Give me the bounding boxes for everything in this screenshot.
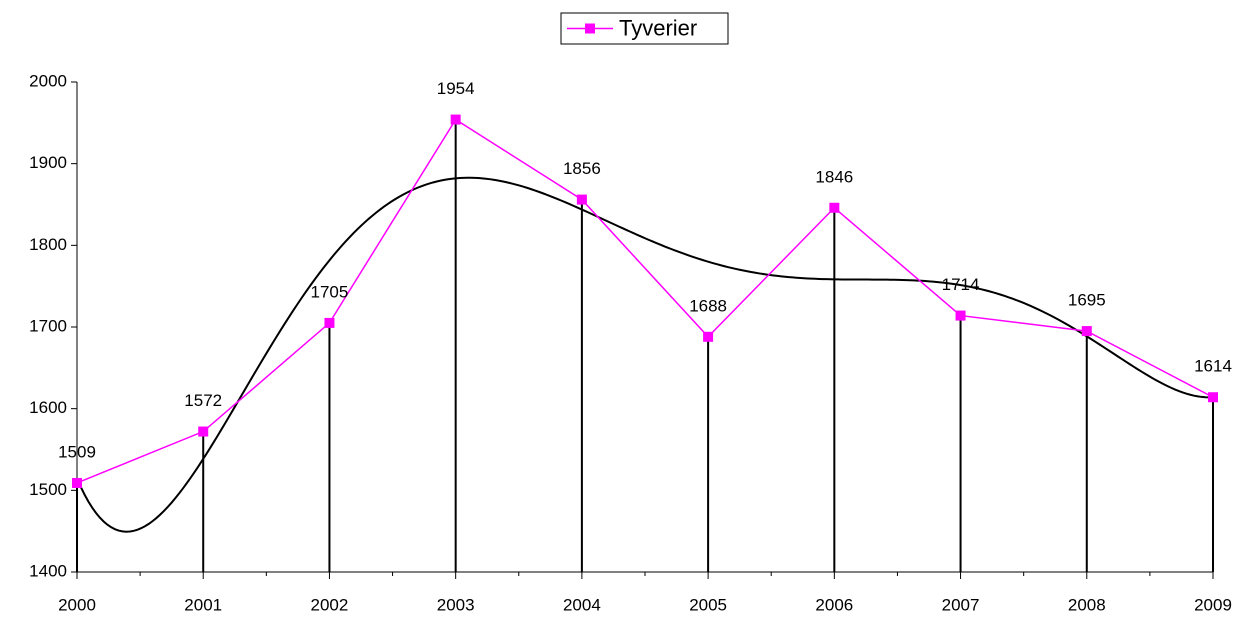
x-tick-label: 2000	[58, 595, 96, 614]
legend-label: Tyverier	[619, 15, 697, 40]
marker	[955, 310, 966, 321]
y-tick-label: 1900	[29, 153, 67, 172]
y-tick-label: 1600	[29, 398, 67, 417]
marker	[324, 317, 335, 328]
y-tick-label: 1700	[29, 316, 67, 335]
marker	[198, 426, 209, 437]
series-line	[76, 118, 1214, 484]
y-tick-label: 1800	[29, 235, 67, 254]
data-label: 1509	[58, 442, 96, 461]
data-label: 1614	[1194, 357, 1232, 376]
legend-marker	[585, 23, 595, 34]
marker	[829, 202, 840, 213]
x-tick-label: 2004	[563, 595, 601, 614]
marker	[1208, 392, 1218, 403]
data-label: 1954	[437, 79, 475, 98]
x-tick-label: 2007	[942, 595, 980, 614]
x-tick-label: 2005	[689, 595, 727, 614]
x-tick-label: 2008	[1068, 595, 1106, 614]
trendline	[76, 176, 1214, 533]
marker	[1081, 326, 1092, 337]
marker	[703, 331, 714, 342]
y-tick-label: 2000	[29, 71, 67, 90]
data-label: 1688	[689, 296, 727, 315]
x-tick-label: 2001	[184, 595, 222, 614]
x-tick-label: 2006	[815, 595, 853, 614]
marker	[72, 477, 82, 488]
data-label: 1714	[942, 275, 980, 294]
marker	[450, 114, 461, 125]
x-tick-label: 2003	[437, 595, 475, 614]
data-label: 1846	[815, 167, 853, 186]
y-tick-label: 1400	[29, 561, 67, 580]
marker	[576, 194, 587, 205]
y-tick-label: 1500	[29, 480, 67, 499]
data-label: 1856	[563, 159, 601, 178]
x-tick-label: 2009	[1194, 595, 1232, 614]
data-label: 1695	[1068, 291, 1106, 310]
data-label: 1705	[311, 282, 349, 301]
data-label: 1572	[184, 391, 222, 410]
x-tick-label: 2002	[311, 595, 349, 614]
